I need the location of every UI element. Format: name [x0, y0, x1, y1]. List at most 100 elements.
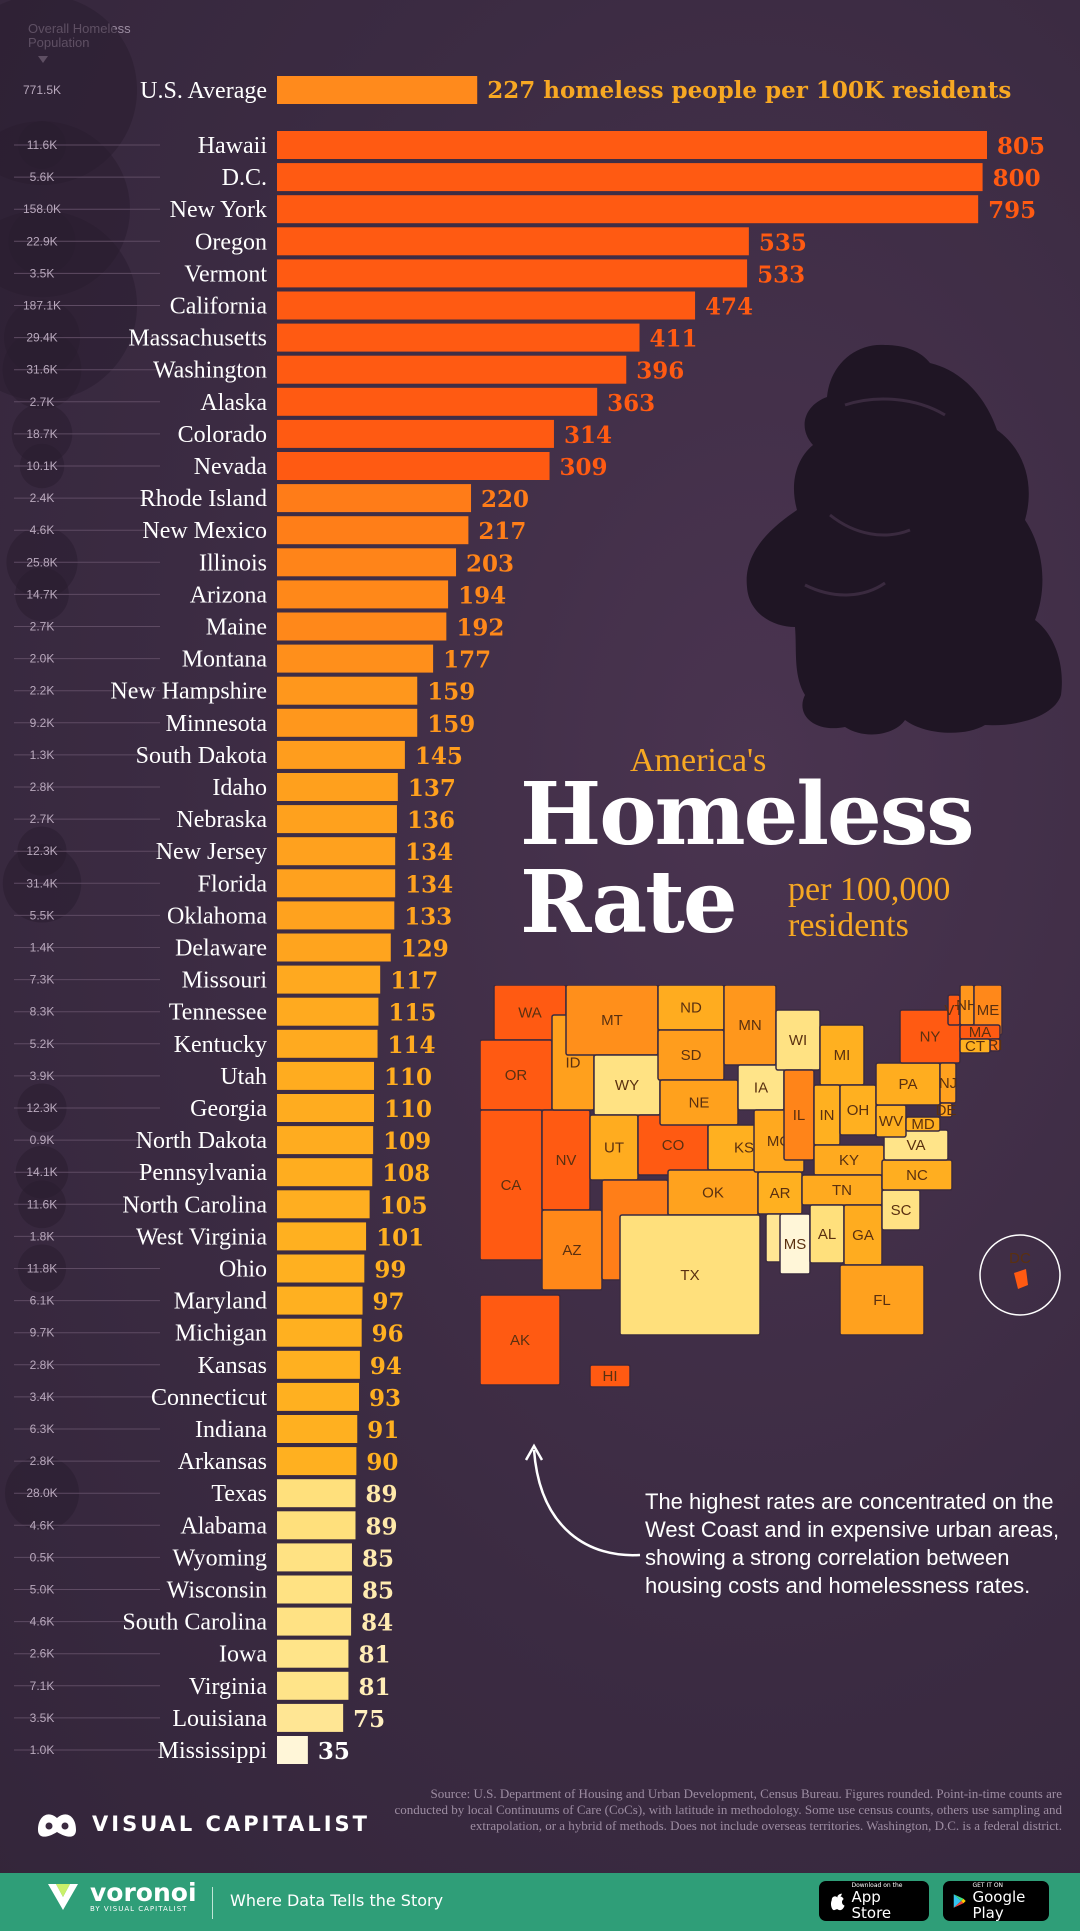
state-label: Vermont	[184, 261, 267, 287]
map-state-label: CO	[662, 1137, 685, 1154]
map-state-label: WV	[879, 1113, 903, 1130]
app-store-button[interactable]: Download on the App Store	[819, 1881, 929, 1921]
state-label: Oklahoma	[167, 903, 267, 929]
population-label: 4.6K	[30, 1518, 55, 1532]
population-label: 4.6K	[30, 1615, 55, 1629]
state-label: Minnesota	[166, 711, 268, 737]
bar	[277, 1415, 358, 1443]
map-state-ga: GA	[843, 1204, 883, 1266]
map-state-az: AZ	[541, 1209, 603, 1291]
map-state-label: CA	[501, 1177, 522, 1194]
bar	[277, 740, 405, 769]
value-label: 89	[365, 1481, 397, 1508]
visual-capitalist-mark-icon	[38, 1814, 76, 1837]
map-state-de: DE	[936, 1102, 957, 1119]
google-play-button[interactable]: GET IT ON Google Play	[943, 1881, 1049, 1921]
map-state-tn: TN	[801, 1174, 883, 1206]
value-label: 535	[759, 229, 807, 256]
population-label: 1.0K	[30, 1743, 55, 1757]
map-state-label: NV	[556, 1152, 577, 1169]
map-state-label: IA	[754, 1080, 768, 1097]
state-label: Colorado	[178, 422, 267, 448]
population-label: 7.3K	[30, 973, 55, 987]
bar	[277, 1382, 360, 1411]
value-label: 203	[466, 550, 514, 577]
map-state-al: AL	[809, 1204, 845, 1264]
silhouette-detail	[804, 397, 946, 597]
bar	[277, 997, 379, 1026]
population-label: 0.9K	[30, 1133, 55, 1147]
annotation-arrow	[524, 1443, 641, 1557]
bar	[277, 1736, 308, 1764]
map-state-il: IL	[783, 1069, 815, 1161]
bar	[277, 1671, 349, 1700]
state-label: Connecticut	[151, 1385, 267, 1411]
value-label: 84	[361, 1610, 393, 1637]
bar	[277, 387, 598, 416]
map-state-label: FL	[873, 1292, 891, 1309]
bar	[277, 227, 749, 256]
map-state-ne: NE	[659, 1079, 739, 1126]
map-state-ca: CA	[480, 1109, 543, 1261]
voronoi-logo-icon	[48, 1884, 78, 1910]
state-label: Kentucky	[174, 1032, 267, 1058]
value-label: 97	[373, 1289, 405, 1316]
state-label: Missouri	[182, 968, 268, 994]
bar	[277, 708, 418, 737]
population-label: 9.2K	[30, 716, 55, 730]
value-label: 85	[362, 1578, 394, 1605]
bar	[277, 901, 395, 930]
state-label: Ohio	[219, 1257, 267, 1283]
value-label: 396	[636, 358, 684, 385]
bar	[277, 1061, 375, 1090]
state-label: Georgia	[190, 1096, 267, 1122]
map-state-label: SD	[681, 1047, 702, 1064]
population-label: 3.5K	[30, 266, 55, 280]
population-label: 14.1K	[26, 1165, 57, 1179]
population-label: 5.2K	[30, 1037, 55, 1051]
value-label: 75	[353, 1706, 385, 1733]
map-state-label: WI	[789, 1032, 807, 1049]
value-label: 795	[988, 197, 1036, 224]
bar	[277, 837, 396, 866]
population-label: 31.6K	[26, 363, 57, 377]
population-label: 11.6K	[27, 138, 57, 152]
value-label: 81	[358, 1642, 390, 1669]
state-label: Nevada	[194, 454, 268, 480]
value-label: 93	[369, 1385, 401, 1412]
state-label: Delaware	[175, 936, 267, 962]
value-label: 474	[705, 294, 753, 321]
bar	[277, 1222, 367, 1251]
population-label: 1.3K	[30, 748, 55, 762]
map-state-ar: AR	[757, 1171, 803, 1215]
map-state-in: IN	[813, 1084, 841, 1146]
map-state-wi: WI	[775, 1009, 821, 1071]
average-bar	[277, 76, 478, 104]
map-state-nd: ND	[657, 985, 725, 1031]
population-label: 2.7K	[30, 620, 55, 634]
value-label: 110	[384, 1064, 432, 1091]
map-state-nh: NH	[956, 985, 978, 1026]
voronoi-name: voronoi	[90, 1878, 197, 1907]
bar	[277, 452, 550, 480]
map-state-sd: SD	[657, 1029, 725, 1081]
voronoi-brand[interactable]: voronoi BY VISUAL CAPITALIST	[44, 1880, 197, 1914]
population-label: 0.5K	[30, 1550, 55, 1564]
bar	[277, 1126, 374, 1155]
map-state-label: NH	[956, 997, 978, 1014]
value-label: 217	[478, 518, 526, 545]
google-play-big-text: Google Play	[972, 1887, 1026, 1922]
silhouette-shape	[746, 344, 1062, 735]
population-label: 3.5K	[30, 1711, 55, 1725]
state-label: New Jersey	[156, 839, 267, 865]
state-label: Virginia	[189, 1674, 267, 1700]
bar	[277, 1286, 363, 1315]
map-state-wy: WY	[593, 1054, 661, 1116]
state-label: Louisiana	[172, 1706, 267, 1732]
population-label: 2.7K	[30, 395, 55, 409]
visual-capitalist-wordmark: VISUAL CAPITALIST	[92, 1812, 371, 1836]
bar	[277, 131, 987, 159]
state-label: Pennsylvania	[139, 1160, 267, 1186]
bar	[277, 644, 434, 673]
map-state-label: SC	[891, 1202, 912, 1219]
